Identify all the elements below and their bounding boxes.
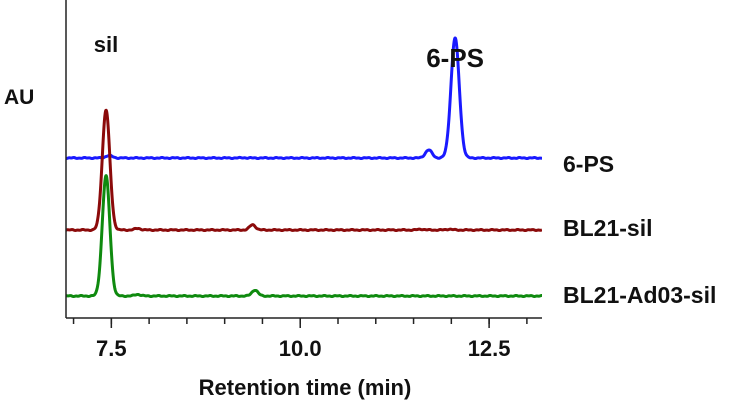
traces-group [66, 36, 542, 299]
trace-bl21-ad03-sil [66, 174, 542, 299]
peak-label-6-ps: 6-PS [426, 43, 484, 73]
series-label-bl21-sil: BL21-sil [563, 215, 652, 241]
trace-bl21-sil [66, 108, 542, 233]
trace-6-ps [66, 36, 542, 161]
series-label-bl21-ad03-sil: BL21-Ad03-sil [563, 282, 716, 308]
y-axis-label: AU [4, 86, 34, 109]
series-label-6-ps: 6-PS [563, 151, 614, 177]
x-axis-title: Retention time (min) [199, 375, 412, 400]
labels-group: 6-PS BL21-sil BL21-Ad03-sil sil 6-PS [94, 32, 717, 308]
x-tick-label: 7.5 [96, 336, 127, 361]
x-tick-label: 12.5 [468, 336, 511, 361]
x-tick-label: 10.0 [279, 336, 322, 361]
peak-label-sil: sil [94, 32, 118, 57]
x-ticks-group: 7.5 10.0 12.5 [72, 318, 528, 361]
axes-group [65, 0, 542, 319]
